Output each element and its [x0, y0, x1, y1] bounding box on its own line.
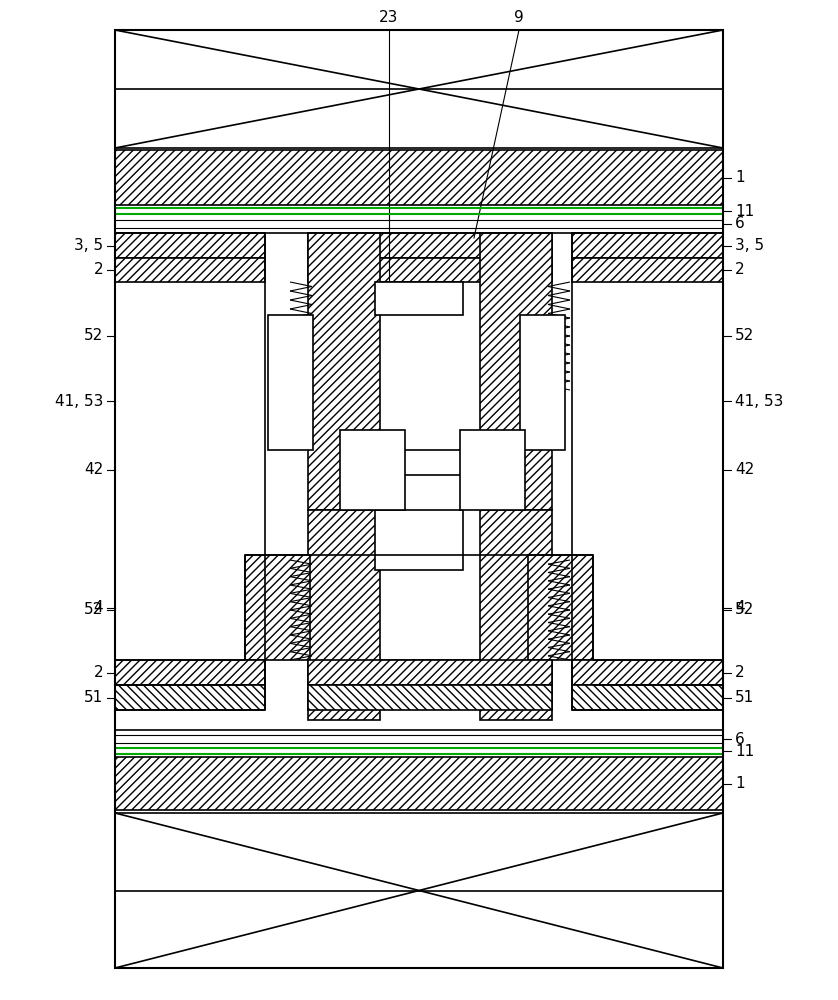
Text: 11: 11 — [735, 204, 754, 219]
Text: 23: 23 — [380, 10, 399, 25]
Text: 11: 11 — [735, 744, 754, 758]
Bar — [340, 430, 405, 510]
Bar — [572, 258, 723, 282]
Bar — [520, 315, 565, 450]
Text: 1: 1 — [735, 170, 745, 185]
Text: 9: 9 — [515, 10, 524, 25]
Bar — [308, 258, 552, 282]
Bar — [115, 233, 265, 258]
Text: 4: 4 — [93, 600, 103, 615]
Text: 3, 5: 3, 5 — [74, 238, 103, 253]
Bar — [572, 660, 723, 685]
Text: 1: 1 — [735, 776, 745, 791]
Bar — [308, 685, 552, 710]
Text: 42: 42 — [735, 462, 754, 478]
Bar — [268, 315, 313, 450]
Text: 6: 6 — [735, 217, 745, 232]
Text: 2: 2 — [735, 665, 745, 680]
Bar — [528, 555, 593, 660]
Bar — [308, 233, 552, 258]
Bar — [375, 510, 463, 570]
Bar — [115, 660, 265, 685]
Text: 2: 2 — [93, 262, 103, 277]
Text: 41, 53: 41, 53 — [54, 393, 103, 408]
Text: 42: 42 — [84, 462, 103, 478]
Bar — [572, 233, 723, 258]
Bar — [115, 685, 265, 710]
Text: 52: 52 — [84, 602, 103, 617]
Text: 4: 4 — [735, 600, 745, 615]
Bar — [480, 510, 552, 720]
Bar — [572, 685, 723, 710]
Bar — [308, 233, 380, 510]
Text: 3, 5: 3, 5 — [735, 238, 764, 253]
Bar — [115, 258, 265, 282]
Text: 52: 52 — [735, 602, 754, 617]
Text: 51: 51 — [84, 690, 103, 705]
Text: 6: 6 — [735, 732, 745, 746]
Bar — [480, 233, 552, 510]
Bar — [115, 30, 723, 968]
Text: 52: 52 — [735, 328, 754, 344]
Text: 2: 2 — [93, 665, 103, 680]
Text: 41, 53: 41, 53 — [735, 393, 784, 408]
Bar — [115, 150, 723, 205]
Text: 2: 2 — [735, 262, 745, 277]
Bar — [380, 450, 480, 475]
Bar — [460, 430, 525, 510]
Text: 52: 52 — [84, 328, 103, 344]
Bar — [115, 30, 723, 148]
Bar — [245, 555, 310, 660]
Bar — [308, 510, 380, 720]
Bar — [115, 813, 723, 968]
Bar — [308, 660, 552, 685]
Text: 51: 51 — [735, 690, 754, 705]
Bar — [375, 282, 463, 315]
Bar — [115, 757, 723, 810]
Bar — [380, 660, 480, 690]
